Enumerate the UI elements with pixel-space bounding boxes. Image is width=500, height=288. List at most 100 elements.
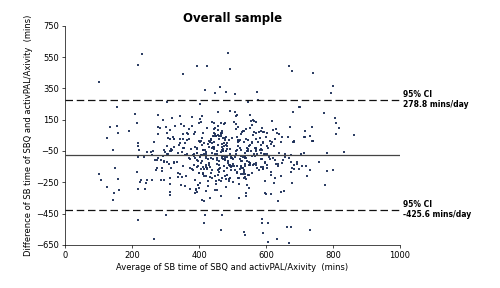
Point bbox=[301, 128, 309, 133]
Point bbox=[203, 166, 211, 170]
Point bbox=[251, 153, 259, 158]
Point bbox=[246, 142, 254, 147]
Point bbox=[168, 165, 175, 170]
Point bbox=[215, 167, 223, 172]
Point bbox=[288, 181, 296, 185]
Point bbox=[261, 151, 269, 156]
Point bbox=[335, 126, 343, 130]
Point bbox=[166, 175, 174, 180]
Point bbox=[180, 184, 188, 188]
Point bbox=[252, 145, 260, 150]
Point bbox=[192, 155, 200, 160]
Point bbox=[298, 164, 306, 169]
Point bbox=[182, 141, 190, 145]
Point bbox=[198, 159, 205, 164]
Point bbox=[112, 105, 120, 109]
Point bbox=[213, 187, 221, 192]
Point bbox=[209, 133, 217, 138]
Point bbox=[184, 152, 192, 157]
Point bbox=[160, 150, 168, 155]
Point bbox=[233, 163, 241, 168]
Point bbox=[210, 147, 218, 151]
Point bbox=[200, 166, 208, 171]
Point bbox=[94, 172, 102, 176]
Point bbox=[241, 164, 249, 168]
Point bbox=[288, 69, 296, 74]
Point bbox=[277, 190, 285, 195]
Point bbox=[272, 137, 280, 141]
Point bbox=[225, 178, 233, 183]
Point bbox=[252, 137, 260, 141]
Point bbox=[134, 218, 142, 223]
Point bbox=[124, 129, 132, 133]
Point bbox=[238, 155, 246, 160]
Point bbox=[162, 151, 170, 156]
Point bbox=[296, 167, 304, 171]
Point bbox=[202, 148, 209, 153]
Point bbox=[236, 157, 244, 162]
Point bbox=[246, 163, 254, 167]
Point bbox=[290, 163, 298, 167]
Point bbox=[241, 162, 249, 166]
Point bbox=[199, 148, 207, 152]
Point bbox=[194, 164, 202, 168]
Point bbox=[224, 177, 232, 181]
Point bbox=[174, 175, 182, 179]
Point bbox=[162, 125, 170, 130]
Point bbox=[240, 230, 248, 234]
Point bbox=[220, 163, 228, 168]
Point bbox=[264, 144, 272, 148]
Point bbox=[229, 162, 237, 166]
Point bbox=[188, 167, 196, 171]
Point bbox=[199, 148, 207, 152]
Point bbox=[326, 90, 334, 95]
Point bbox=[237, 154, 245, 159]
Point bbox=[252, 162, 260, 167]
Point bbox=[248, 171, 256, 175]
Point bbox=[200, 220, 208, 225]
Point bbox=[202, 149, 209, 154]
Point bbox=[230, 168, 238, 173]
Point bbox=[244, 137, 252, 142]
Point bbox=[240, 155, 248, 160]
Point bbox=[160, 160, 168, 164]
Point bbox=[257, 151, 265, 156]
Point bbox=[236, 163, 244, 168]
Point bbox=[269, 128, 277, 132]
Point bbox=[180, 145, 188, 150]
Point bbox=[200, 87, 208, 92]
Point bbox=[258, 129, 266, 134]
Point bbox=[242, 194, 250, 198]
Point bbox=[224, 51, 232, 56]
Point bbox=[236, 166, 244, 171]
Point bbox=[156, 126, 164, 131]
Point bbox=[206, 161, 214, 166]
Point bbox=[202, 163, 210, 167]
Point bbox=[164, 135, 172, 140]
Point bbox=[226, 175, 234, 180]
Point bbox=[200, 173, 208, 178]
Point bbox=[232, 92, 239, 97]
Point bbox=[180, 137, 188, 142]
Point bbox=[216, 130, 224, 135]
Point bbox=[208, 120, 216, 124]
Point bbox=[211, 152, 219, 156]
Point bbox=[274, 198, 282, 203]
Point bbox=[234, 181, 242, 186]
Point bbox=[148, 153, 156, 158]
Point bbox=[204, 163, 212, 168]
Point bbox=[289, 109, 297, 114]
Point bbox=[140, 155, 148, 160]
Point bbox=[300, 151, 308, 156]
Point bbox=[170, 161, 177, 166]
Point bbox=[142, 181, 150, 185]
Point bbox=[267, 170, 275, 175]
Point bbox=[258, 221, 266, 226]
Point bbox=[166, 137, 173, 142]
Point bbox=[271, 176, 279, 180]
Point bbox=[261, 179, 269, 183]
Point bbox=[178, 146, 186, 151]
Point bbox=[170, 145, 178, 149]
Point bbox=[157, 177, 165, 182]
Point bbox=[114, 131, 122, 135]
